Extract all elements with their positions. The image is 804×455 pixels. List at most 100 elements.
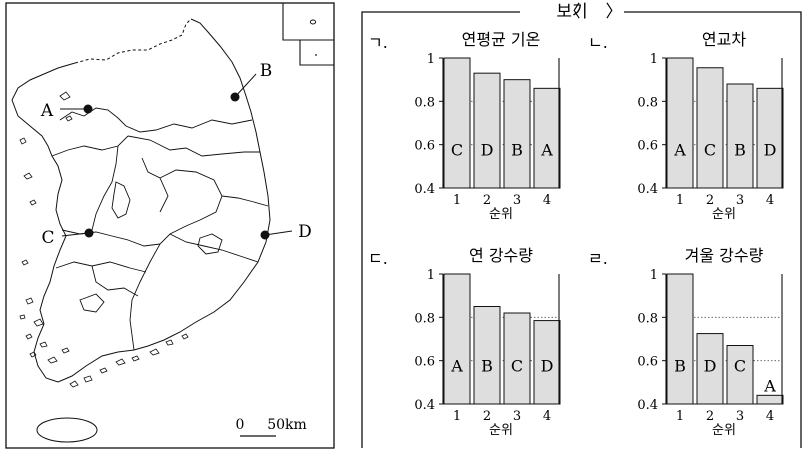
bar xyxy=(756,87,784,189)
category-label: 1 xyxy=(676,193,684,208)
chart-marker: ㄱ. xyxy=(368,33,388,52)
y-tick-label: 0.8 xyxy=(414,311,435,326)
bar xyxy=(696,333,724,405)
bar-label: C xyxy=(451,141,463,160)
bar xyxy=(443,57,471,189)
bar-label: A xyxy=(450,357,463,376)
dmz-line xyxy=(74,18,192,64)
bar-label: B xyxy=(674,357,686,376)
chart-marker: ㄴ. xyxy=(588,33,608,52)
category-label: 3 xyxy=(736,409,744,424)
y-tick-label: 0.8 xyxy=(637,311,658,326)
point-a-label: A xyxy=(40,101,54,121)
plot-frame xyxy=(665,58,783,189)
x-axis-label: 순위 xyxy=(489,423,513,438)
category-label: 3 xyxy=(513,409,521,424)
bar xyxy=(443,273,471,405)
y-tick-label: 0.6 xyxy=(414,355,435,370)
bar xyxy=(503,312,531,405)
coastal-islands xyxy=(19,91,189,388)
bogi-title: 보기 xyxy=(556,2,587,22)
x-axis-label: 순위 xyxy=(489,207,513,222)
y-tick-label: 1 xyxy=(650,268,658,283)
category-label: 4 xyxy=(543,193,551,208)
bogi-box-svg: 〈 보기 〉 ㄱ. 연평균 기온 C 1 D 2 B 3 A 4 1 0.8 0.6 0.4 순위 ㄴ. 연교차… xyxy=(361,2,802,448)
korea-map: A B C D 0 50km xyxy=(5,2,335,449)
y-tick-label: 1 xyxy=(650,52,658,67)
province-boundaries xyxy=(51,107,269,351)
bar-label: D xyxy=(764,141,777,160)
y-tick-label: 0.8 xyxy=(637,95,658,110)
x-axis-label: 순위 xyxy=(712,207,736,222)
bar xyxy=(533,87,561,189)
y-tick-label: 0.6 xyxy=(637,355,658,370)
bar-label: C xyxy=(734,357,746,376)
point-a: A xyxy=(40,101,93,121)
y-tick-label: 0.8 xyxy=(414,95,435,110)
category-label: 3 xyxy=(513,193,521,208)
y-tick-label: 1 xyxy=(427,52,435,67)
bar-label: A xyxy=(763,376,776,395)
mainland-outline xyxy=(11,18,271,383)
category-label: 2 xyxy=(483,409,491,424)
chart-title: 연교차 xyxy=(702,30,746,49)
y-tick-label: 0.4 xyxy=(637,398,658,413)
category-label: 1 xyxy=(453,193,461,208)
y-tick-label: 0.4 xyxy=(414,398,435,413)
bar xyxy=(726,83,754,189)
charts-group: ㄱ. 연평균 기온 C 1 D 2 B 3 A 4 1 0.8 0.6 0.4 순위 ㄴ. 연교차 A 1 C 2 B 3 D… xyxy=(368,30,784,438)
bar-label: B xyxy=(734,141,746,160)
bar xyxy=(726,345,754,405)
category-label: 4 xyxy=(766,193,774,208)
bar-label: B xyxy=(481,357,493,376)
jeju-island xyxy=(36,417,98,443)
bar-label: B xyxy=(511,141,523,160)
category-label: 4 xyxy=(766,409,774,424)
category-label: 3 xyxy=(736,193,744,208)
category-label: 4 xyxy=(543,409,551,424)
category-label: 2 xyxy=(706,193,714,208)
chart-title: 겨울 강수량 xyxy=(685,246,764,265)
bar xyxy=(473,306,501,405)
category-label: 2 xyxy=(706,409,714,424)
chart-marker: ㄷ. xyxy=(368,249,388,268)
korea-map-panel: A B C D 0 50km xyxy=(0,0,345,451)
bogi-box: 〈 보기 〉 ㄱ. 연평균 기온 C 1 D 2 B 3 A 4 1 0.8 0.6 0.4 순위 ㄴ. 연교차… xyxy=(360,0,804,451)
bar xyxy=(473,72,501,189)
chart-2: ㄴ. 연교차 A 1 C 2 B 3 D 4 1 0.8 0.6 0.4 순위 xyxy=(588,30,784,222)
bar-label: A xyxy=(540,141,553,160)
bar xyxy=(503,79,531,189)
plot-frame xyxy=(442,58,560,189)
chart-title: 연평균 기온 xyxy=(462,30,541,49)
point-b-label: B xyxy=(260,61,273,81)
bogi-title-left-bracket: 〈 xyxy=(564,2,581,22)
plot-frame xyxy=(665,274,783,405)
bar-label: D xyxy=(481,141,494,160)
chart-3: ㄷ. 연 강수량 A 1 B 2 C 3 D 4 1 0.8 0.6 0.4 순위 xyxy=(368,246,561,438)
bogi-title-right-bracket: 〉 xyxy=(606,2,623,22)
scale-bar: 0 50km xyxy=(236,417,307,437)
bar-label: C xyxy=(511,357,523,376)
category-label: 1 xyxy=(453,409,461,424)
bar-label: C xyxy=(704,141,716,160)
chart-4: ㄹ. 겨울 강수량 B 1 D 2 C 3 A 4 1 0.8 0.6 0.4 순위 xyxy=(588,246,784,438)
category-label: 1 xyxy=(676,409,684,424)
y-tick-label: 0.6 xyxy=(414,139,435,154)
bar xyxy=(756,394,784,405)
bar-label: D xyxy=(541,357,554,376)
point-c: C xyxy=(41,228,94,248)
point-b: B xyxy=(230,61,273,102)
bar-label: A xyxy=(673,141,686,160)
y-tick-label: 0.4 xyxy=(637,182,658,197)
bar xyxy=(533,320,561,405)
chart-marker: ㄹ. xyxy=(588,249,608,268)
bar xyxy=(666,273,694,405)
chart-1: ㄱ. 연평균 기온 C 1 D 2 B 3 A 4 1 0.8 0.6 0.4 순위 xyxy=(368,30,561,222)
bar xyxy=(696,67,724,189)
x-axis-label: 순위 xyxy=(712,423,736,438)
scale-distance: 50km xyxy=(267,417,307,433)
map-frame xyxy=(5,2,335,449)
chart-title: 연 강수량 xyxy=(469,246,533,265)
y-tick-label: 0.6 xyxy=(637,139,658,154)
category-label: 2 xyxy=(483,193,491,208)
